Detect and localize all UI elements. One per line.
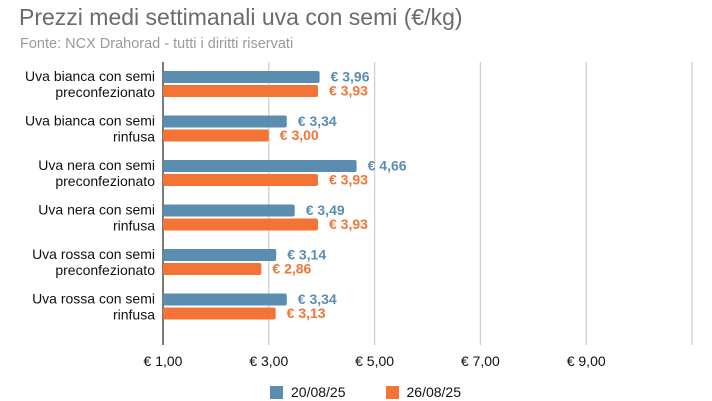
data-label: € 3,34: [298, 113, 337, 129]
legend-item-series-2: 26/08/25: [385, 384, 462, 400]
data-label: € 3,14: [287, 247, 326, 263]
legend-label-series-1: 20/08/25: [291, 384, 346, 400]
chart-legend: 20/08/25 26/08/25: [270, 384, 501, 400]
data-label: € 3,34: [298, 291, 337, 307]
category-label: Uva rossa con semi rinfusa: [32, 291, 155, 323]
legend-swatch-series-2: [385, 385, 399, 399]
category-label: Uva bianca con semi rinfusa: [25, 113, 155, 145]
chart-subtitle: Fonte: NCX Drahorad - tutti i diritti ri…: [20, 36, 294, 52]
data-label: € 3,93: [329, 216, 368, 232]
bar: [163, 85, 318, 97]
chart-title: Prezzi medi settimanali uva con semi (€/…: [19, 4, 463, 30]
category-label: Uva rossa con semi preconfezionato: [32, 246, 155, 278]
legend-label-series-2: 26/08/25: [406, 384, 462, 400]
data-label: € 2,86: [272, 261, 311, 277]
bar: [163, 307, 276, 320]
bar: [163, 249, 277, 261]
bar: [163, 263, 262, 275]
category-label: Uva bianca con semi preconfezionato: [25, 68, 155, 100]
bar: [163, 218, 318, 231]
data-label: € 3,00: [280, 127, 319, 143]
x-tick-label: € 5,00: [355, 353, 394, 369]
x-tick-label: € 1,00: [144, 353, 183, 369]
data-label: € 3,93: [329, 83, 368, 99]
x-tick-label: € 3,00: [249, 353, 288, 369]
bar: [163, 129, 269, 142]
data-label: € 4,66: [368, 158, 407, 174]
bar: [163, 293, 287, 306]
bar: [163, 204, 295, 217]
data-label: € 3,96: [331, 69, 370, 85]
data-label: € 3,13: [287, 305, 326, 321]
bar: [163, 160, 357, 172]
bar: [163, 115, 287, 128]
data-label: € 3,49: [306, 202, 345, 218]
category-label: Uva nera con semi preconfezionato: [38, 157, 155, 189]
bar: [163, 174, 318, 186]
data-label: € 3,93: [329, 172, 368, 188]
category-label: Uva nera con semi rinfusa: [38, 202, 155, 234]
x-tick-label: € 9,00: [567, 353, 606, 369]
legend-swatch-series-1: [270, 385, 283, 399]
bar: [163, 71, 320, 83]
x-tick-label: € 7,00: [461, 353, 500, 369]
legend-item-series-1: 20/08/25: [270, 384, 346, 400]
